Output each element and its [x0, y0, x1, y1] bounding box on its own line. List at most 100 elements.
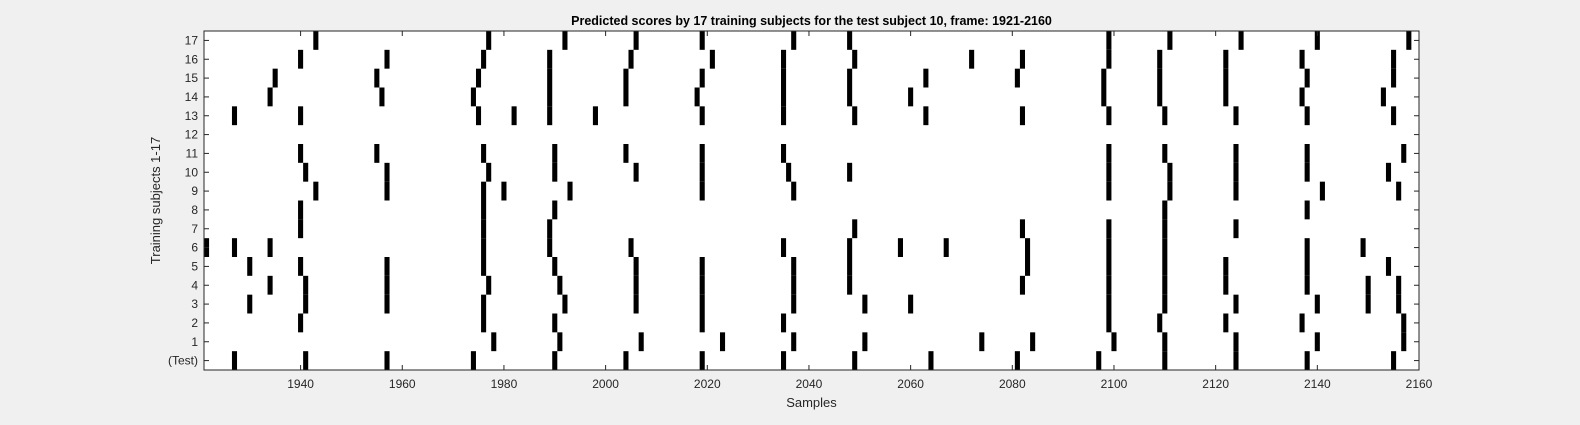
score-mark [847, 87, 853, 107]
score-mark [628, 238, 634, 257]
score-mark [1019, 219, 1026, 239]
score-mark [694, 87, 700, 107]
y-axis-label: Training subjects 1-17 [148, 137, 163, 264]
score-mark [592, 106, 598, 126]
x-tick-label: 2100 [1101, 377, 1128, 391]
score-mark [303, 351, 309, 370]
score-mark [303, 162, 309, 182]
score-mark [1162, 106, 1168, 126]
score-mark [1396, 181, 1402, 201]
score-mark [1233, 162, 1239, 182]
score-mark [709, 49, 715, 69]
score-mark [1304, 144, 1310, 163]
score-mark [699, 181, 705, 201]
score-mark [1106, 49, 1112, 69]
score-mark [623, 68, 629, 88]
score-mark [699, 31, 705, 50]
score-mark [1304, 106, 1310, 126]
score-mark [1030, 332, 1036, 352]
score-mark [272, 68, 278, 88]
score-mark [623, 144, 629, 163]
y-tick-label: 12 [185, 128, 199, 142]
y-tick-label: 1 [191, 335, 198, 349]
score-mark [908, 294, 914, 314]
score-mark [374, 68, 380, 88]
score-mark [781, 313, 787, 333]
score-mark [1162, 238, 1168, 257]
score-mark [384, 294, 390, 314]
score-mark [481, 257, 487, 276]
score-mark [623, 87, 629, 107]
score-mark [1396, 275, 1402, 295]
score-mark [1106, 219, 1112, 239]
score-mark [943, 238, 949, 257]
y-tick-label: 4 [191, 278, 198, 292]
score-mark [557, 332, 563, 352]
score-mark [1391, 68, 1397, 88]
score-mark [781, 106, 787, 126]
score-mark [781, 49, 787, 69]
x-axis: 1940 1960 1980 2000 2020 2040 2060 2080 2100 2120… [287, 31, 1433, 391]
score-mark [847, 257, 853, 276]
score-mark [923, 68, 929, 88]
score-mark [1380, 87, 1386, 107]
score-mark [1162, 200, 1168, 220]
score-mark [1304, 68, 1310, 88]
score-mark [908, 87, 914, 107]
score-mark [552, 313, 558, 333]
score-mark [791, 181, 797, 201]
score-mark [852, 219, 858, 239]
x-tick-label: 2000 [592, 377, 619, 391]
score-mark [847, 31, 853, 50]
score-mark [1233, 294, 1239, 314]
score-mark [852, 351, 858, 370]
score-mark [481, 144, 487, 163]
score-mark [470, 351, 476, 370]
y-tick-label: 14 [185, 90, 199, 104]
y-tick-label: 3 [191, 297, 198, 311]
score-mark [384, 181, 390, 201]
x-tick-label: 2120 [1202, 377, 1229, 391]
score-mark [781, 351, 787, 370]
score-mark [1304, 257, 1310, 276]
score-mark [1319, 181, 1325, 201]
score-mark [1233, 219, 1239, 239]
score-mark [552, 351, 558, 370]
score-mark [1162, 294, 1168, 314]
score-mark [501, 181, 507, 201]
y-tick-label: 6 [191, 241, 198, 255]
score-mark [486, 162, 492, 182]
y-tick-label: 15 [185, 71, 199, 85]
score-mark [791, 294, 797, 314]
chart-title: Predicted scores by 17 training subjects… [571, 14, 1052, 28]
score-mark [1396, 294, 1402, 314]
score-mark [1106, 181, 1112, 201]
score-mark [786, 162, 792, 182]
score-mark [374, 144, 380, 163]
score-mark [1391, 106, 1397, 126]
score-mark [1167, 31, 1173, 50]
y-tick-label: 17 [185, 33, 199, 47]
score-mark [699, 68, 705, 88]
score-mark [1304, 162, 1310, 182]
score-mark [1162, 257, 1168, 276]
score-mark [379, 87, 385, 107]
score-mark [1233, 181, 1239, 201]
score-mark [1304, 238, 1310, 257]
score-mark [475, 68, 482, 88]
score-mark [1101, 87, 1107, 107]
score-mark [547, 68, 553, 88]
score-mark [1106, 162, 1112, 182]
score-mark [1162, 332, 1168, 352]
score-mark [298, 313, 304, 333]
score-mark [552, 257, 558, 276]
score-mark [1157, 68, 1163, 88]
y-tick-label: 10 [185, 165, 199, 179]
score-mark [862, 294, 868, 314]
score-mark [1162, 351, 1168, 370]
score-mark [1304, 275, 1310, 295]
score-mark [1106, 238, 1112, 257]
score-mark [638, 332, 644, 352]
score-mark [547, 238, 553, 257]
